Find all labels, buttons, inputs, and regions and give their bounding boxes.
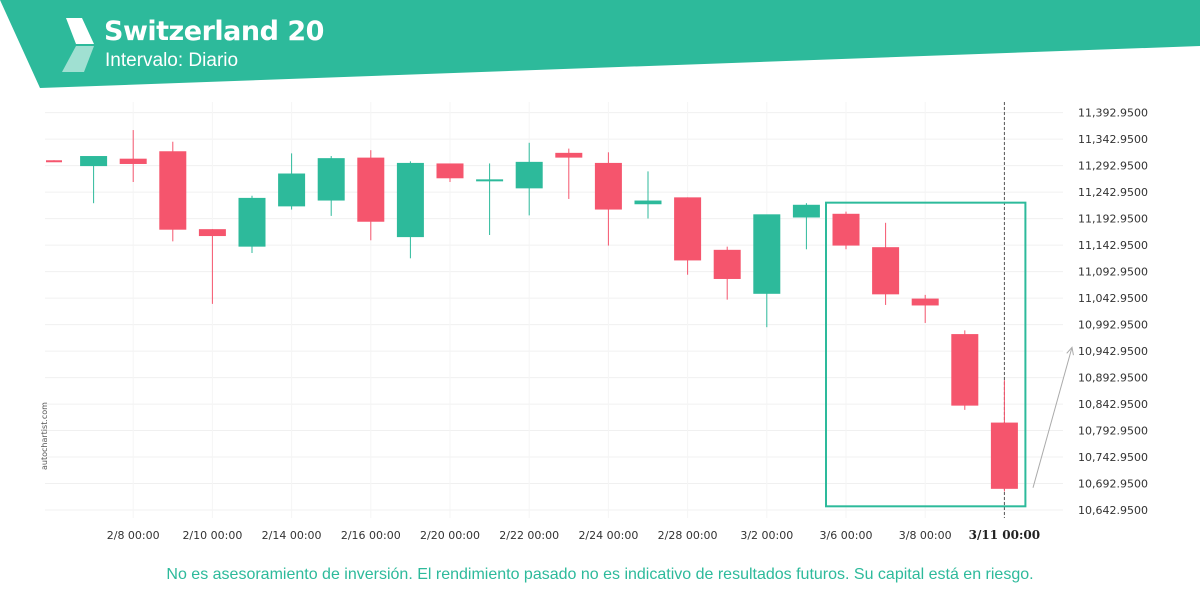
candle-up [792,204,820,218]
x-tick-label: 2/10 00:00 [182,529,242,542]
x-tick-label: 2/20 00:00 [420,529,480,542]
y-tick-label: 10,792.9500 [1078,425,1148,438]
y-tick-label: 10,942.9500 [1078,345,1148,358]
x-tick-label: 2/14 00:00 [262,529,322,542]
y-tick-label: 11,192.9500 [1078,213,1148,226]
candle-down [872,247,900,295]
candle-down [594,162,622,210]
candle-down [119,158,147,164]
y-tick-label: 11,392.9500 [1078,107,1148,120]
pattern-box [825,201,1027,508]
x-tick-label: 3/6 00:00 [820,529,873,542]
y-tick-label: 11,092.9500 [1078,266,1148,279]
disclaimer-text: No es asesoramiento de inversión. El ren… [166,566,1034,583]
x-tick-label: 2/8 00:00 [107,529,160,542]
candle-down [159,151,187,230]
candle-up [634,200,662,205]
y-tick-label: 11,342.9500 [1078,133,1148,146]
y-tick-label: 10,642.9500 [1078,504,1148,517]
candle-up [238,197,266,247]
x-tick-label: 3/2 00:00 [740,529,793,542]
y-tick-label: 11,042.9500 [1078,292,1148,305]
candle-down [951,334,979,406]
candle-up [80,156,108,167]
candle-down [911,298,939,306]
header-banner [0,0,1200,88]
y-tick-label: 10,742.9500 [1078,451,1148,464]
y-tick-label: 10,692.9500 [1078,478,1148,491]
candle-down [555,152,583,158]
projection-arrow [1032,347,1073,488]
x-tick-label: 2/22 00:00 [499,529,559,542]
candle-up [317,158,345,201]
candle-up [278,173,306,207]
y-tick-label: 10,992.9500 [1078,319,1148,332]
interval-subtitle: Intervalo: Diario [105,50,239,71]
x-tick-label: 3/11 00:00 [969,528,1040,542]
candlestick-chart: 11,392.9500 11,342.9500 11,292.9500 11,242.… [45,102,1148,542]
x-tick-label: 2/16 00:00 [341,529,401,542]
y-tick-label: 10,842.9500 [1078,398,1148,411]
source-label: autochartist.com [40,402,49,470]
x-tick-label: 2/24 00:00 [578,529,638,542]
candle-down [357,157,385,222]
x-tick-label: 3/8 00:00 [899,529,952,542]
candle-up [515,161,543,189]
candle-down [990,422,1018,489]
y-tick-label: 11,242.9500 [1078,186,1148,199]
y-tick-label: 10,892.9500 [1078,372,1148,385]
candle-down [46,160,62,163]
y-tick-label: 11,142.9500 [1078,239,1148,252]
candle-up [476,179,504,182]
candle-down [436,163,464,179]
candle-down [713,249,741,279]
y-tick-label: 11,292.9500 [1078,160,1148,173]
chart-title: Switzerland 20 [104,16,324,47]
autochartist-logo-icon [62,18,94,72]
candle-up [396,162,424,238]
projection-arrow-head [1066,346,1074,356]
candle-down [198,229,226,237]
candle-up [753,214,781,294]
x-tick-label: 2/28 00:00 [658,529,718,542]
candle-down [832,213,860,246]
candle-down [674,197,702,261]
